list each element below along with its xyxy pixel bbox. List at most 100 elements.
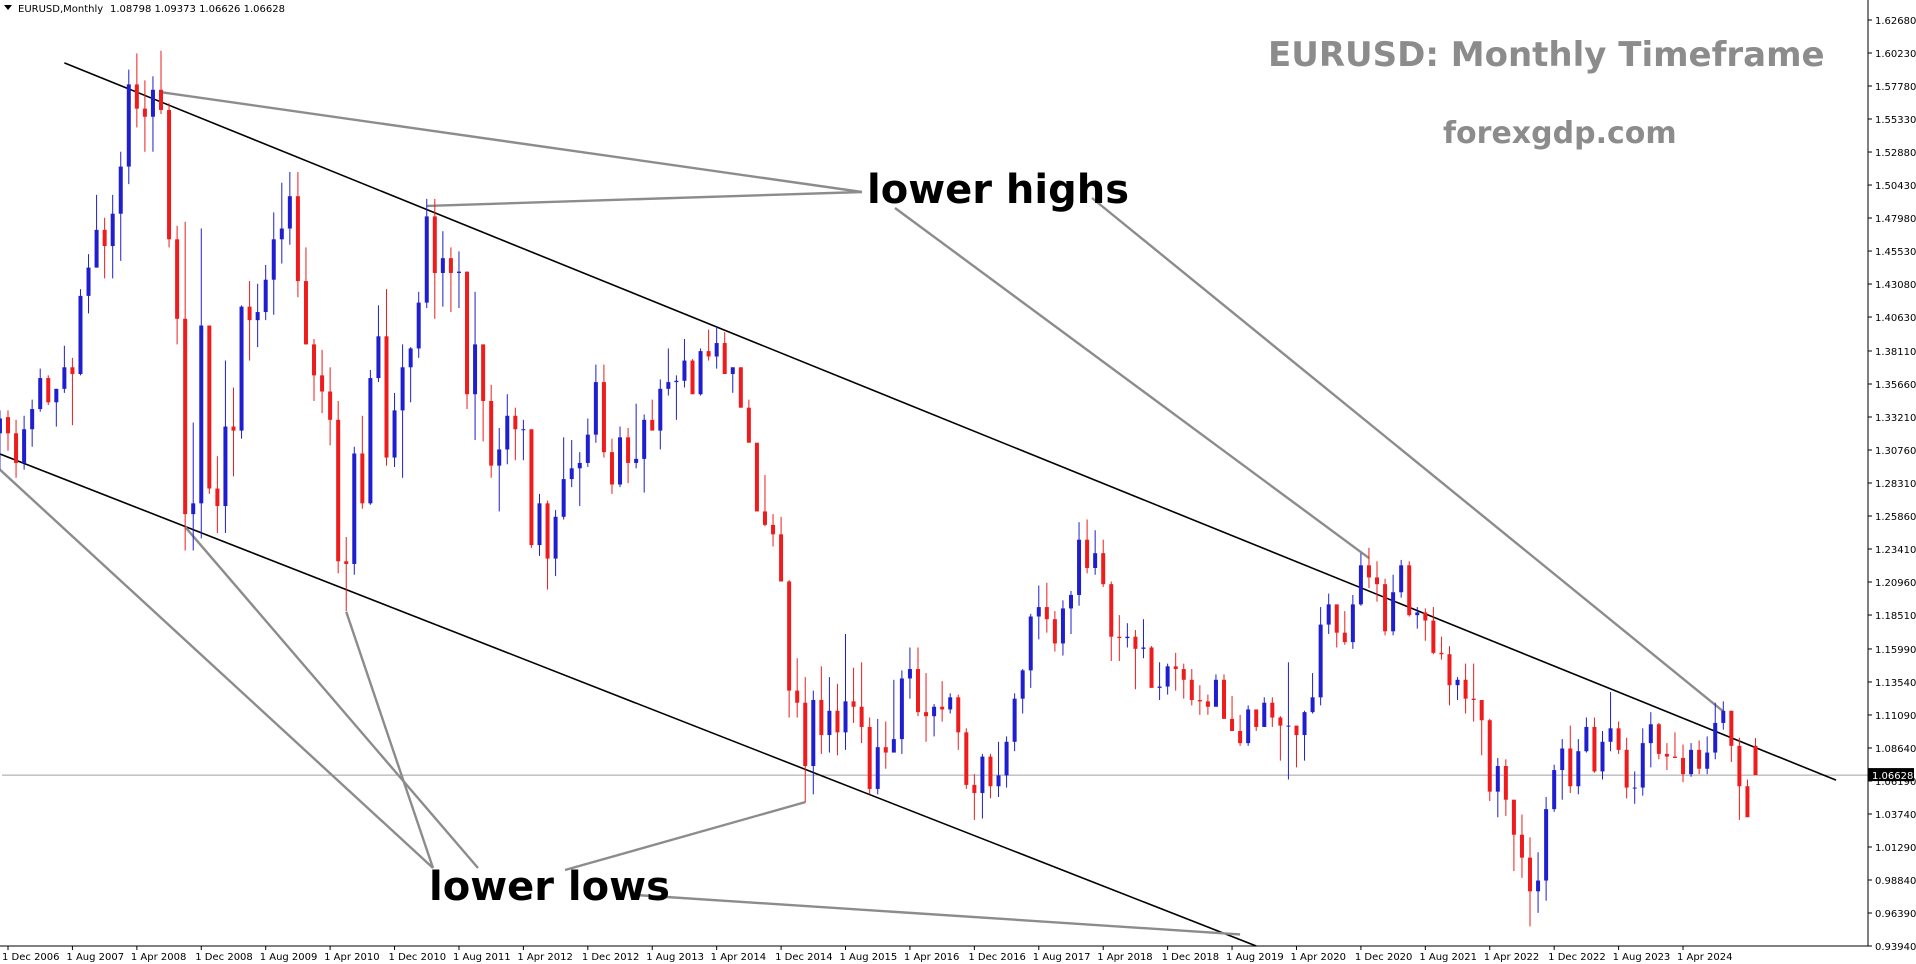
time-tick-label: 1 Dec 2006: [2, 952, 60, 963]
price-tick-label: 1.40630: [1875, 313, 1916, 324]
candle-body: [746, 407, 751, 443]
candle-body: [1399, 565, 1404, 593]
candle-body: [1302, 712, 1307, 736]
candle-body: [239, 306, 244, 431]
candle-body: [827, 710, 832, 736]
candle-body: [1519, 834, 1524, 858]
candle-body: [456, 271, 461, 273]
candle-body: [1173, 666, 1178, 670]
candle-body: [1012, 698, 1017, 742]
candle-body: [924, 712, 929, 717]
time-tick-label: 1 Dec 2022: [1548, 952, 1606, 963]
candle-body: [569, 468, 574, 480]
annotation-pointer-lower: [345, 611, 435, 869]
price-tick-label: 1.25860: [1875, 512, 1916, 523]
candle-body: [6, 417, 10, 434]
candle-body: [762, 511, 767, 525]
upper-trendline: [64, 62, 1837, 781]
chart-title-watermark: EURUSD: Monthly Timeframe: [1268, 35, 1825, 75]
candle-body: [899, 678, 904, 740]
time-tick-label: 1 Aug 2017: [1033, 952, 1091, 963]
price-tick-label: 0.98840: [1875, 876, 1916, 887]
candle-body: [915, 669, 920, 713]
price-tick-label: 1.08640: [1875, 744, 1916, 755]
candle-body: [432, 216, 437, 273]
candle-body: [54, 388, 59, 403]
candle-body: [1197, 700, 1202, 702]
price-tick-label: 1.55330: [1875, 115, 1916, 126]
candle-body: [1536, 880, 1541, 892]
candle-body: [1213, 679, 1218, 707]
price-tick-label: 1.47980: [1875, 214, 1916, 225]
candle-body: [722, 343, 727, 375]
candle-body: [1125, 636, 1130, 639]
candle-body: [1060, 608, 1065, 644]
candle-body: [1117, 636, 1122, 639]
candle-body: [859, 706, 864, 727]
annotation-pointer-lower: [564, 800, 806, 872]
candle-body: [730, 367, 735, 375]
candle-body: [215, 488, 220, 507]
candle-body: [1729, 710, 1734, 746]
candle-body: [650, 419, 655, 431]
candle-body: [537, 503, 542, 546]
candle-body: [1656, 724, 1661, 754]
price-tick-label: 1.01290: [1875, 843, 1916, 854]
price-tick-label: 1.62680: [1875, 16, 1916, 27]
candle-body: [1705, 752, 1710, 769]
price-tick-label: 1.57780: [1875, 82, 1916, 93]
candle-body: [126, 84, 131, 167]
candle-body: [867, 726, 872, 789]
candle-body: [940, 706, 945, 710]
candle-body: [1270, 702, 1275, 718]
candle-body: [634, 458, 639, 463]
annotation-pointer-upper: [894, 207, 1370, 559]
candle-body: [835, 710, 840, 733]
annotation-pointer-upper: [426, 190, 863, 208]
candle-body: [86, 267, 91, 296]
candle-body: [988, 756, 993, 787]
time-tick-label: 1 Apr 2008: [131, 952, 186, 963]
candle-body: [263, 279, 268, 313]
price-tick-label: 1.03740: [1875, 810, 1916, 821]
candle-body: [754, 442, 759, 512]
symbol-menu-icon: [4, 5, 12, 10]
candle-body: [70, 367, 75, 375]
candle-body: [150, 89, 155, 117]
candle-body: [1697, 749, 1702, 769]
candle-body: [1640, 743, 1645, 788]
candle-body: [521, 429, 526, 431]
candle-body: [811, 700, 816, 767]
candle-body: [948, 697, 953, 710]
time-tick-label: 1 Apr 2018: [1097, 952, 1152, 963]
time-tick-label: 1 Apr 2020: [1290, 952, 1345, 963]
candle-body: [255, 312, 260, 321]
time-tick-label: 1 Aug 2007: [66, 952, 124, 963]
site-watermark: forexgdp.com: [1443, 116, 1677, 151]
candle-body: [1133, 636, 1138, 649]
candle-body: [714, 343, 719, 357]
candle-body: [545, 503, 550, 559]
candle-body: [956, 697, 961, 733]
candle-body: [1391, 592, 1396, 632]
candle-body: [1439, 652, 1444, 655]
candle-body: [1366, 565, 1371, 578]
annotation-pointer-upper: [160, 91, 863, 194]
candle-body: [1423, 612, 1428, 621]
candle-body: [1278, 717, 1283, 726]
time-tick-label: 1 Dec 2020: [1355, 952, 1413, 963]
candle-body: [1254, 709, 1259, 727]
candle-body: [360, 453, 365, 504]
candle-body: [513, 415, 518, 430]
candle-body: [738, 367, 743, 408]
candle-body: [1608, 728, 1613, 742]
candle-body: [175, 239, 180, 319]
candle-body: [1479, 700, 1484, 721]
price-tick-label: 1.60230: [1875, 49, 1916, 60]
candle-body: [465, 271, 470, 395]
candle-body: [1632, 787, 1637, 789]
annotation-pointer-upper: [1091, 197, 1725, 713]
